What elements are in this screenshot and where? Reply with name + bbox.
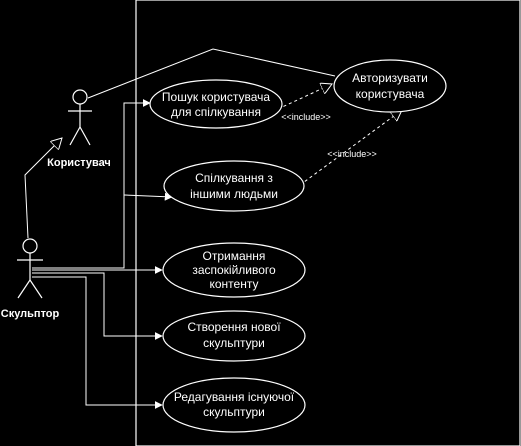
use-case-search-line-1: Пошук користувача [162,90,270,104]
use-case-authorize[interactable]: Авторизувати користувача [333,59,447,113]
sculptor-actor-name: Скульптор [1,308,60,320]
user-actor-name: Користувач [47,157,111,169]
include-arrow-1 [277,84,332,110]
use-case-search[interactable]: Пошук користувача для спілкування [149,79,283,129]
sculptor-search-line [32,99,151,269]
user-actor[interactable]: Користувач [47,89,111,169]
include-label-1: <<include>> [281,112,331,122]
generalization-arrow [24,138,62,239]
use-case-edit[interactable]: Редагування існуючої скульптури [162,377,306,433]
use-case-create-line-1: Створення нової [187,320,281,334]
use-case-create-line-2: скульптури [203,336,265,350]
system-boundary [135,0,521,446]
use-case-authorize-line-2: користувача [356,87,425,101]
use-case-communicate-line-2: іншими людьми [190,187,278,201]
include-label-2: <<include>> [327,149,377,159]
use-case-receive[interactable]: Отримання заспокійливого контенту [162,242,306,298]
use-case-receive-line-2: заспокійливого [192,263,276,277]
user-authorize-association [87,48,336,99]
sculptor-communicate-line [123,192,173,201]
use-case-search-line-2: для спілкування [171,105,261,119]
sculptor-actor[interactable]: Скульптор [1,238,60,320]
use-case-edit-line-2: скульптури [203,405,265,419]
sculptor-create-line [32,272,163,340]
use-case-communicate-line-1: Спілкування з [195,171,273,185]
use-case-receive-line-3: контенту [210,277,259,291]
use-case-authorize-line-1: Авторизувати [352,71,428,85]
use-case-create[interactable]: Створення нової скульптури [162,310,306,362]
use-case-edit-line-1: Редагування існуючої [174,390,295,404]
use-case-communicate[interactable]: Спілкування з іншими людьми [163,160,305,212]
sculptor-edit-line [32,276,163,409]
use-case-receive-line-1: Отримання [203,249,266,263]
